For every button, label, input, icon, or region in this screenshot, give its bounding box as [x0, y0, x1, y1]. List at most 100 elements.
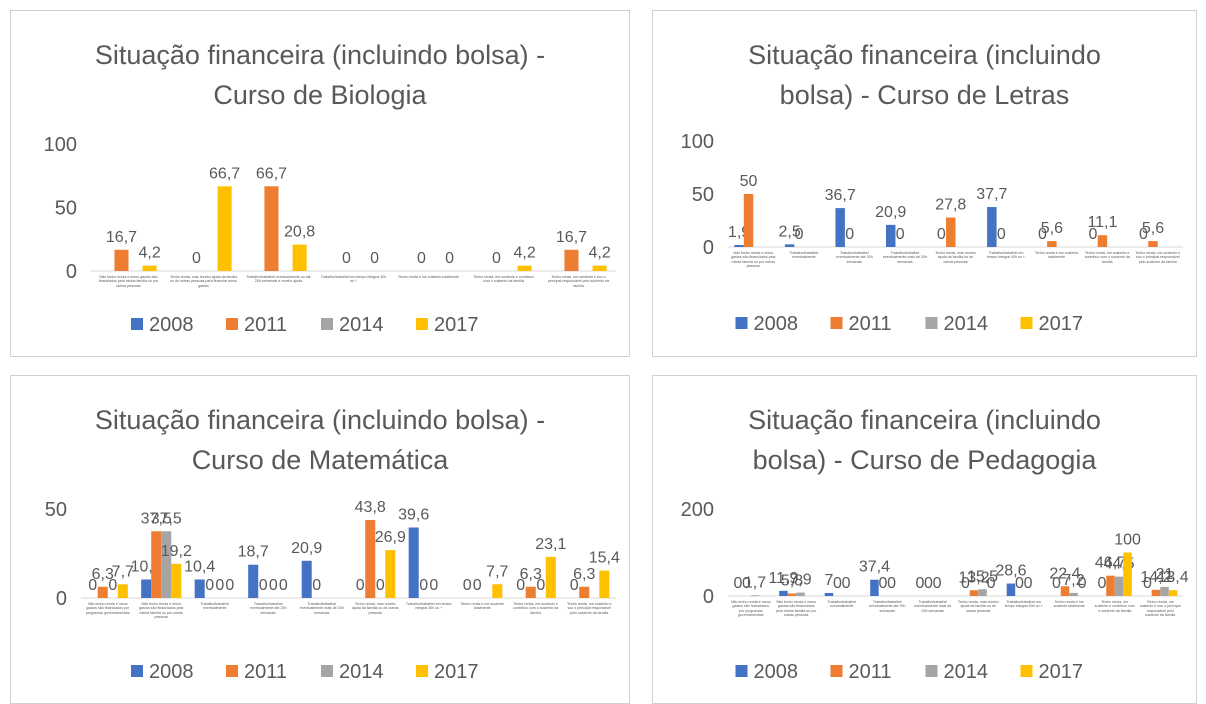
x-tick-label: Tenho renda, me sustento e sou o princip… [547, 275, 610, 288]
data-label: 4,2 [588, 245, 610, 262]
data-label: 50 [740, 173, 758, 190]
data-label: 0 [88, 577, 97, 594]
data-label: 0 [269, 577, 278, 594]
x-tick-label: Não tenho renda e meus gastos são financ… [98, 275, 159, 288]
data-label: 0 [887, 575, 896, 592]
legend-label: 2017 [434, 661, 479, 683]
data-label: 0 [492, 250, 501, 267]
bar [161, 531, 172, 598]
bar [564, 249, 579, 271]
legend-label: 2014 [339, 314, 384, 336]
x-tick-label: Trabalho/trabalhei eventualmente mais de… [299, 602, 344, 615]
bar [1148, 241, 1158, 247]
data-label: 0 [1038, 226, 1047, 243]
x-tick-label: Trabalho/trabalhei eventualmente até 20h… [249, 602, 287, 615]
x-tick-label: Tenho renda, mas recebo ajuda da família… [169, 275, 238, 288]
data-label: 0 [429, 577, 438, 594]
bar [171, 563, 182, 598]
bar [114, 249, 129, 271]
bar [946, 217, 956, 247]
data-label: 11,1 [1087, 214, 1117, 231]
legend-label: 2014 [944, 313, 989, 335]
bar [599, 570, 610, 598]
data-label: 26,9 [375, 529, 406, 546]
x-tick-label: Trabalho/trabalhei eventualmente [789, 251, 819, 260]
legend-swatch [226, 318, 238, 330]
chart-panel: Situação financeira (incluindo bolsa) - … [10, 10, 630, 357]
data-label: 0 [463, 577, 472, 594]
data-label: 0 [205, 577, 214, 594]
data-label: 0 [924, 575, 933, 592]
y-tick-label: 0 [56, 588, 67, 610]
data-label: 15,4 [589, 550, 620, 567]
bar [264, 186, 279, 271]
bar [1106, 575, 1115, 596]
data-label: 0 [845, 226, 854, 243]
data-label: 0 [842, 575, 851, 592]
legend-swatch [131, 318, 143, 330]
bar [151, 531, 162, 598]
bar [1060, 586, 1070, 596]
data-label: 7,9 [789, 572, 811, 589]
bar [1151, 589, 1161, 596]
y-tick-label: 50 [55, 198, 77, 220]
bar [365, 520, 376, 598]
data-label: 0 [734, 575, 743, 592]
bar [517, 265, 532, 271]
data-label: 20,9 [291, 540, 322, 557]
data-label: 7,7 [112, 563, 134, 580]
data-label: 46,7 [1095, 555, 1126, 572]
data-label: 6,3 [92, 566, 114, 583]
data-label: 20,8 [284, 224, 315, 241]
legend-label: 2008 [754, 661, 799, 683]
data-label: 28,6 [995, 563, 1026, 580]
bar [292, 244, 307, 271]
bar [1160, 586, 1169, 596]
bar [796, 592, 805, 596]
data-label: 13,4 [1157, 569, 1188, 586]
bar [217, 186, 232, 271]
x-tick-label: Não tenho renda e meus gastos são financ… [139, 602, 184, 620]
x-tick-label: Trabalho/trabalhei eventualmente até 20h… [868, 600, 906, 613]
data-label: 100 [1114, 532, 1141, 549]
bar [492, 584, 503, 598]
chart-title: Situação financeira (incluindo bolsa) - … [94, 40, 546, 110]
data-label: 5,8 [781, 572, 803, 589]
legend-label: 2008 [754, 313, 799, 335]
data-label: 0 [279, 577, 288, 594]
data-label: 0 [987, 575, 996, 592]
data-label: 0 [1143, 575, 1152, 592]
legend-label: 2014 [339, 661, 384, 683]
data-label: 27,8 [935, 197, 966, 214]
y-tick-label: 0 [703, 586, 714, 608]
data-label: 4,2 [138, 245, 160, 262]
data-label: 0 [961, 575, 970, 592]
x-tick-label: Trabalho/trabalhei eventualmente [200, 602, 230, 611]
data-label: 66,7 [256, 165, 287, 182]
bar [117, 584, 128, 598]
bar [734, 244, 744, 247]
data-label: 0 [108, 577, 117, 594]
bar [545, 556, 556, 598]
data-label: 0 [376, 577, 385, 594]
x-tick-label: Tenho renda, me sustento e sou o princip… [1135, 251, 1180, 264]
bar [142, 265, 157, 271]
data-label: 0 [356, 577, 365, 594]
data-label: 23,1 [535, 536, 566, 553]
data-label: 0 [516, 577, 525, 594]
legend-swatch [226, 665, 238, 677]
chart-panel: Situação financeira (incluindo bolsa) - … [652, 10, 1197, 357]
data-label: 16,7 [556, 229, 587, 246]
data-label: 0 [370, 250, 379, 267]
data-label: 37,5 [141, 510, 172, 527]
legend-swatch [321, 665, 333, 677]
legend-swatch [735, 665, 748, 677]
data-label: 18,7 [238, 544, 269, 561]
x-tick-label: Não tenho renda e meus gastos são financ… [85, 602, 130, 615]
bar [579, 586, 590, 598]
legend-swatch [735, 317, 748, 329]
bar [408, 527, 419, 598]
data-label: 36,7 [825, 187, 856, 204]
x-tick-label: Tenho renda e me sustento totalmente [460, 602, 505, 611]
